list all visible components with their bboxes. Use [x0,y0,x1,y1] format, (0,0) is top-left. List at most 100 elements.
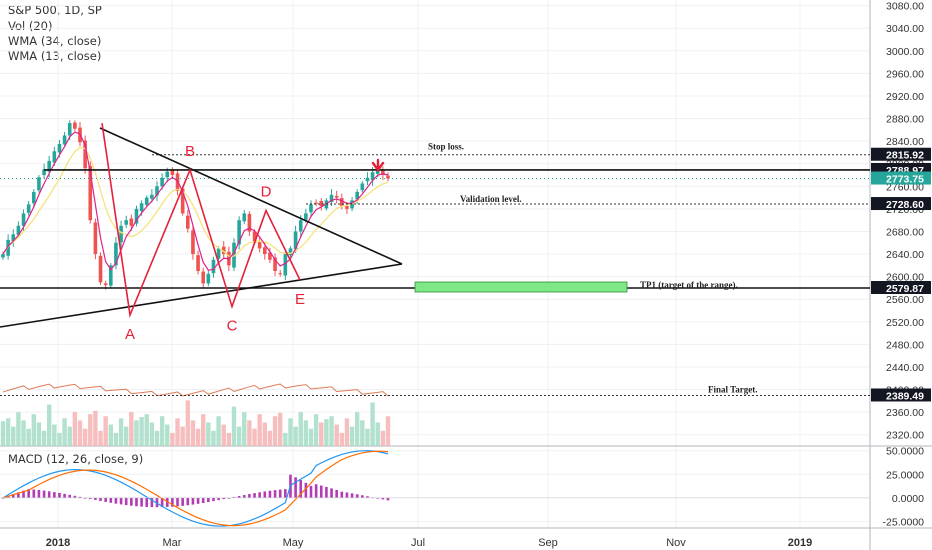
macd-histogram-bar [222,497,226,500]
x-tick-label: Nov [666,537,686,549]
volume-bar [180,426,185,446]
legend-wma34[interactable]: WMA (34, close) [8,34,102,48]
pattern-label-c: C [227,318,238,335]
volume-bar [190,420,196,446]
macd-histogram-bar [237,496,241,498]
volume-bar [103,416,108,446]
macd-histogram-bar [366,496,369,498]
candle [83,140,87,169]
volume-bar [72,412,78,446]
volume-bar [185,400,190,446]
macd-histogram-bar [345,492,349,498]
macd-histogram-bar [124,497,128,506]
volume-bar [67,426,72,446]
macd-histogram-bar [135,497,138,507]
candle [242,213,247,222]
price-tick-label: 2480.00 [886,339,924,351]
volume-bar [355,412,360,446]
macd-histogram-bar [325,486,328,498]
macd-histogram-bar [309,485,313,498]
macd-tick-label: -25.0000 [883,516,925,528]
candle [37,177,41,191]
candle [186,215,190,229]
price-tag-label: 2773.75 [886,174,924,186]
volume-bar [324,419,329,446]
macd-histogram-bar [83,497,87,499]
candle [47,160,51,172]
candle [93,222,98,255]
candle [216,248,221,259]
candle [170,170,175,176]
macd-histogram-bar [88,497,92,499]
macd-histogram-bar [386,497,390,501]
price-tick-label: 2840.00 [886,136,924,148]
price-tag [871,388,931,402]
macd-histogram-bar [58,492,61,498]
volume-bar [236,426,242,446]
macd-histogram-bar [191,497,195,505]
volume-bar [370,402,375,446]
volume-bar [98,430,103,446]
volume-bar [252,428,257,446]
pattern-label-b: B [185,143,195,160]
candle [16,225,21,235]
candle [386,175,390,179]
candle [288,248,293,256]
macd-histogram-bar [304,482,308,498]
abcde-wave-line [101,122,301,319]
volume-bar [0,421,6,446]
candle [67,123,72,136]
volume-bar [247,420,252,446]
macd-histogram-bar [340,491,344,498]
candle [211,259,216,274]
volume-bar [124,426,129,446]
price-tick-label: 2560.00 [886,294,924,306]
legend-wma13[interactable]: WMA (13, close) [8,49,102,63]
macd-histogram-bar [119,497,123,505]
candle [191,230,195,255]
price-tick-label: 2600.00 [886,272,924,284]
volume-bar [293,426,298,446]
candle [201,271,205,284]
candle [98,255,103,283]
candle [52,151,57,163]
price-tick-label: 2640.00 [886,249,924,261]
volume-bar [31,414,36,446]
x-tick-label: Mar [163,537,182,549]
candle [263,247,267,255]
price-tag [871,197,931,211]
volume-bar [16,412,21,446]
price-tick-label: 2520.00 [886,317,924,329]
volume-bar [303,420,309,446]
macd-histogram-bar [248,494,251,498]
legend-symbol[interactable]: S&P 500, 1D, SP [8,3,102,17]
macd-histogram-bar [299,480,303,498]
macd-tick-label: 50.0000 [886,446,924,458]
price-tag-label: 2389.49 [886,390,924,402]
candle [26,204,31,213]
macd-histogram-bar [217,497,220,501]
volume-bar [349,426,355,446]
macd-histogram-bar [94,497,97,500]
macd-histogram-bar [361,495,364,498]
price-tick-label: 2320.00 [886,430,924,442]
volume-bar [134,420,139,446]
volume-bar [52,424,57,446]
volume-bar [257,414,262,446]
macd-histogram-bar [196,497,200,504]
volume-bar [118,418,124,446]
candle [314,202,318,204]
legend-volume[interactable]: Vol (20) [8,19,53,33]
macd-histogram-bar [114,497,118,504]
macd-line [2,450,389,527]
tp1-label: TP1 (target of the range). [640,280,738,290]
volume-bar [21,420,26,446]
volume-bar [41,430,47,446]
volume-bar [195,428,201,446]
volume-average-line [2,383,389,397]
stop-loss-label: Stop loss. [428,142,464,152]
candle [196,255,200,271]
volume-bar [144,414,149,446]
volume-bar [47,404,52,446]
